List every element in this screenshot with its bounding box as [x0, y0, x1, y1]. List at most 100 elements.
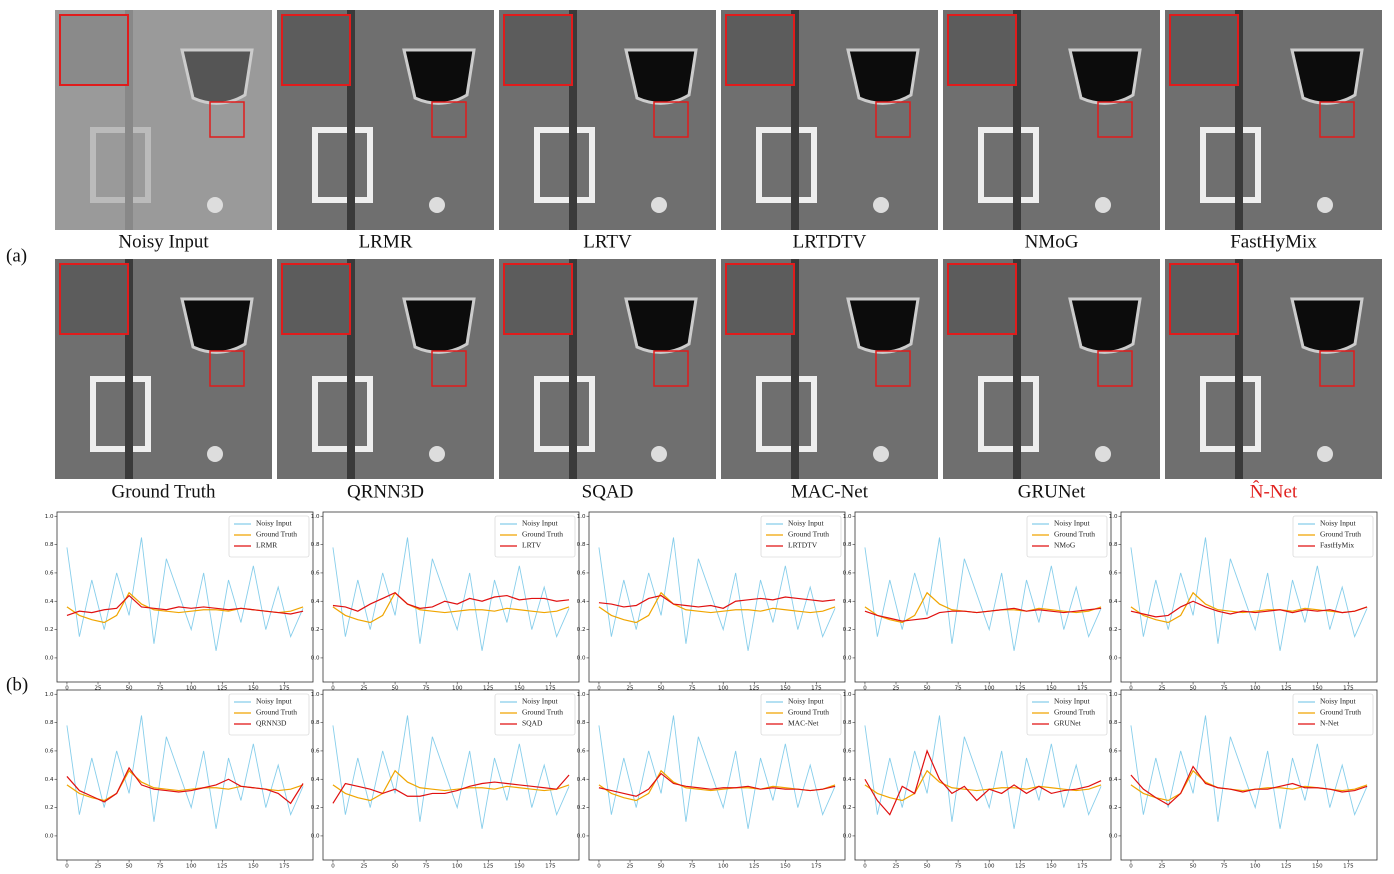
- aerial-image: [943, 10, 1160, 230]
- dome: [651, 446, 667, 462]
- legend-label: Noisy Input: [788, 519, 825, 528]
- y-tick-label: 0.8: [577, 720, 586, 726]
- y-tick-label: 0.8: [311, 542, 320, 548]
- y-tick-label: 1.0: [577, 514, 586, 520]
- legend-box: [228, 515, 310, 558]
- legend-label: Noisy Input: [522, 697, 559, 706]
- x-tick-label: 150: [1046, 686, 1057, 692]
- zoom-inset: [503, 14, 573, 86]
- legend-label: GRUNet: [1054, 719, 1082, 728]
- legend-label: Noisy Input: [1054, 697, 1091, 706]
- legend-label: Ground Truth: [256, 530, 297, 539]
- x-tick-label: 25: [361, 864, 368, 870]
- zoom-inset: [1169, 14, 1239, 86]
- y-tick-label: 0.6: [843, 570, 852, 576]
- zoom-inset: [281, 14, 351, 86]
- legend-box: [1292, 515, 1374, 558]
- x-tick-label: 150: [780, 686, 791, 692]
- building: [756, 376, 817, 452]
- series-line: [598, 594, 836, 609]
- y-tick-label: 0.6: [1109, 570, 1118, 576]
- pond: [1290, 297, 1364, 354]
- road: [569, 10, 577, 230]
- image-caption: FastHyMix: [1230, 231, 1317, 252]
- legend-box: [1292, 693, 1374, 736]
- zoom-region: [1097, 350, 1133, 387]
- x-tick-label: 125: [217, 686, 228, 692]
- pond: [846, 48, 920, 105]
- dome: [207, 197, 223, 213]
- y-tick-label: 1.0: [1109, 514, 1118, 520]
- legend-label: Ground Truth: [1054, 708, 1095, 717]
- x-tick-label: 0: [863, 864, 867, 870]
- y-tick-label: 0.4: [577, 777, 586, 783]
- y-tick-label: 0.4: [577, 599, 586, 605]
- y-tick-label: 0.6: [45, 570, 54, 576]
- x-tick-label: 175: [811, 686, 822, 692]
- legend-label: Ground Truth: [1054, 530, 1095, 539]
- x-tick-label: 175: [279, 686, 290, 692]
- x-tick-label: 125: [217, 864, 228, 870]
- image-caption: Ground Truth: [112, 481, 216, 502]
- aerial-image: [277, 10, 494, 230]
- building: [1200, 376, 1261, 452]
- y-tick-label: 0.2: [311, 805, 320, 811]
- x-tick-label: 150: [1312, 686, 1323, 692]
- y-tick-label: 0.8: [843, 720, 852, 726]
- zoom-region: [1319, 350, 1355, 387]
- x-tick-label: 50: [392, 864, 399, 870]
- x-tick-label: 50: [126, 686, 133, 692]
- y-tick-label: 0.4: [45, 599, 54, 605]
- y-tick-label: 0.4: [1109, 599, 1118, 605]
- legend-label: Ground Truth: [522, 530, 563, 539]
- legend-box: [1026, 693, 1108, 736]
- x-tick-label: 150: [1312, 864, 1323, 870]
- aerial-image: [1165, 10, 1382, 230]
- y-tick-label: 0.6: [1109, 748, 1118, 754]
- x-tick-label: 50: [658, 864, 665, 870]
- zoom-inset: [947, 14, 1017, 86]
- y-tick-label: 1.0: [45, 514, 54, 520]
- x-tick-label: 150: [248, 864, 259, 870]
- zoom-region: [209, 350, 245, 387]
- legend-label: Noisy Input: [256, 697, 293, 706]
- x-tick-label: 75: [689, 686, 696, 692]
- image-caption: N̂-Net: [1250, 481, 1298, 503]
- building: [756, 127, 817, 203]
- x-tick-label: 25: [893, 864, 900, 870]
- x-tick-label: 75: [157, 686, 164, 692]
- zoom-region: [1097, 101, 1133, 138]
- series-line: [598, 772, 836, 797]
- y-tick-label: 0.0: [843, 833, 852, 839]
- x-tick-label: 50: [924, 686, 931, 692]
- x-tick-label: 175: [1077, 864, 1088, 870]
- road: [791, 10, 799, 230]
- y-tick-label: 0.4: [843, 777, 852, 783]
- x-tick-label: 25: [95, 864, 102, 870]
- zoom-inset: [725, 14, 795, 86]
- legend-label: QRNN3D: [256, 719, 287, 728]
- series-line: [864, 749, 1102, 816]
- building: [312, 376, 373, 452]
- building: [534, 376, 595, 452]
- zoom-inset: [59, 14, 129, 86]
- image-caption: Noisy Input: [118, 231, 209, 252]
- legend-box: [760, 515, 842, 558]
- legend-box: [760, 693, 842, 736]
- y-tick-label: 0.0: [311, 655, 320, 661]
- road: [1013, 10, 1021, 230]
- x-tick-label: 50: [1190, 686, 1197, 692]
- x-tick-label: 75: [423, 864, 430, 870]
- x-tick-label: 100: [186, 686, 197, 692]
- dome: [429, 197, 445, 213]
- y-tick-label: 0.4: [45, 777, 54, 783]
- zoom-region: [653, 101, 689, 138]
- road: [1013, 259, 1021, 479]
- y-tick-label: 0.4: [311, 777, 320, 783]
- dome: [1095, 197, 1111, 213]
- y-tick-label: 0.0: [577, 833, 586, 839]
- y-tick-label: 1.0: [843, 692, 852, 698]
- road: [791, 259, 799, 479]
- x-tick-label: 0: [1129, 686, 1133, 692]
- legend-box: [494, 693, 576, 736]
